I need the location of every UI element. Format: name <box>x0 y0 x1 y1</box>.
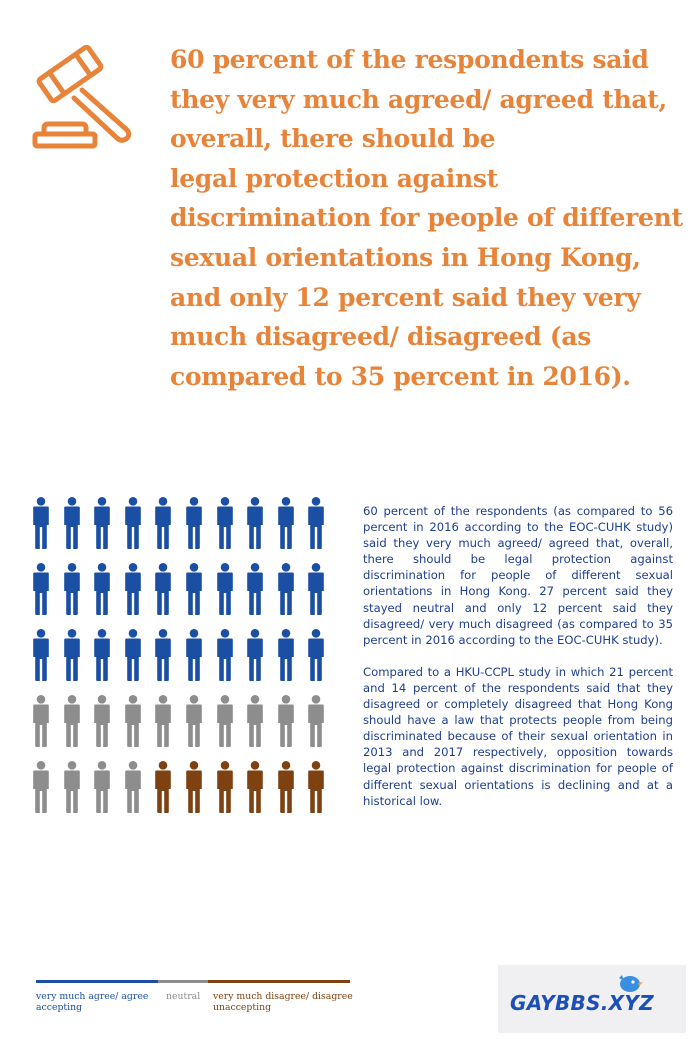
paragraph-2: Compared to a HKU-CCPL study in which 21… <box>363 664 673 808</box>
person-icon-disagree <box>152 761 174 813</box>
person-icon-neutral <box>214 695 236 747</box>
person-icon-neutral <box>30 695 52 747</box>
person-icon-neutral <box>61 695 83 747</box>
person-icon-neutral <box>305 695 327 747</box>
person-icon-agree <box>214 497 236 549</box>
person-icon-agree <box>152 629 174 681</box>
person-icon-neutral <box>122 695 144 747</box>
paragraph-1: 60 percent of the respondents (as compar… <box>363 504 673 647</box>
legend-disagree-label: very much disagree/ disagree unaccepting <box>213 991 353 1013</box>
person-icon-agree <box>244 497 266 549</box>
legend-disagree-bar <box>208 980 350 983</box>
headline-line: legal protection against <box>170 163 498 193</box>
headline-line: compared to 35 percent in 2016). <box>170 361 631 391</box>
body-text: 60 percent of the respondents (as compar… <box>363 503 673 825</box>
person-icon-agree <box>183 497 205 549</box>
person-icon-disagree <box>244 761 266 813</box>
headline-line: 60 percent of the respondents said <box>170 45 649 74</box>
watermark-text: GAYBBS.XYZ <box>510 991 654 1015</box>
headline-line: overall, there should be <box>170 124 496 154</box>
person-icon-agree <box>61 563 83 615</box>
person-icon-agree <box>122 563 144 615</box>
people-icon-grid <box>30 497 336 827</box>
person-icon-agree <box>275 497 297 549</box>
person-icon-agree <box>122 497 144 549</box>
person-icon-neutral <box>275 695 297 747</box>
headline-line: sexual orientations in Hong Kong, <box>170 242 641 272</box>
gavel-icon <box>32 44 132 149</box>
person-icon-agree <box>275 563 297 615</box>
watermark: GAYBBS.XYZ <box>498 965 686 1033</box>
person-icon-agree <box>30 497 52 549</box>
legend-disagree: very much disagree/ disagree unaccepting <box>208 980 353 1013</box>
person-icon-agree <box>305 563 327 615</box>
person-icon-agree <box>91 629 113 681</box>
legend-agree: very much agree/ agree accepting <box>36 980 158 1013</box>
bird-icon <box>619 975 643 992</box>
person-icon-disagree <box>183 761 205 813</box>
person-icon-agree <box>275 629 297 681</box>
legend-neutral: neutral <box>158 980 208 1003</box>
person-icon-agree <box>305 629 327 681</box>
person-icon-agree <box>183 563 205 615</box>
person-icon-neutral <box>152 695 174 747</box>
headline-line: discrimination for people of different <box>170 203 683 233</box>
person-icon-agree <box>91 563 113 615</box>
person-icon-neutral <box>91 695 113 747</box>
person-icon-neutral <box>244 695 266 747</box>
person-icon-neutral <box>91 761 113 813</box>
person-icon-disagree <box>275 761 297 813</box>
headline: 60 percent of the respondents said they v… <box>170 40 683 396</box>
person-icon-agree <box>214 629 236 681</box>
legend-agree-bar <box>36 980 158 983</box>
headline-line: much disagreed/ disagreed (as <box>170 322 592 352</box>
person-icon-agree <box>61 497 83 549</box>
person-icon-agree <box>214 563 236 615</box>
headline-line: they very much agreed/ agreed that, <box>170 84 667 114</box>
person-icon-agree <box>122 629 144 681</box>
person-icon-agree <box>61 629 83 681</box>
person-icon-agree <box>305 497 327 549</box>
headline-line: and only 12 percent said they very <box>170 282 641 312</box>
person-icon-agree <box>183 629 205 681</box>
legend-neutral-label: neutral <box>166 991 201 1002</box>
person-icon-disagree <box>214 761 236 813</box>
person-icon-neutral <box>61 761 83 813</box>
person-icon-agree <box>244 629 266 681</box>
person-icon-agree <box>30 629 52 681</box>
person-icon-neutral <box>30 761 52 813</box>
legend-agree-label: very much agree/ agree accepting <box>36 991 149 1013</box>
person-icon-agree <box>244 563 266 615</box>
person-icon-agree <box>30 563 52 615</box>
person-icon-disagree <box>305 761 327 813</box>
person-icon-neutral <box>183 695 205 747</box>
person-icon-agree <box>91 497 113 549</box>
person-icon-agree <box>152 563 174 615</box>
legend-neutral-bar <box>158 980 208 983</box>
person-icon-agree <box>152 497 174 549</box>
person-icon-neutral <box>122 761 144 813</box>
